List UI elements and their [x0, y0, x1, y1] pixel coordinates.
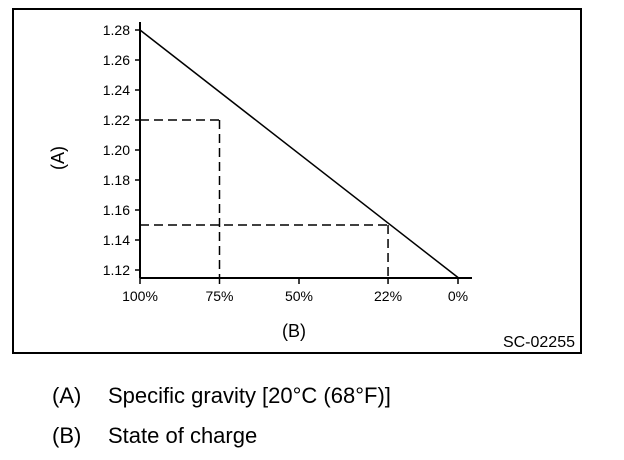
y-tick-label: 1.26	[103, 52, 130, 68]
legend-item-b: (B) State of charge	[52, 423, 257, 449]
series-line	[139, 29, 459, 279]
x-tick-label: 50%	[285, 288, 313, 304]
chart-frame: 1.28 1.26 1.24 1.22 1.20 1.18 1.16 1.14 1.12 100%…	[12, 8, 582, 354]
x-tick-label: 100%	[122, 288, 158, 304]
legend-item-a: (A) Specific gravity [20°C (68°F)]	[52, 383, 391, 409]
y-tick-label: 1.24	[103, 82, 130, 98]
chart-plot: 1.28 1.26 1.24 1.22 1.20 1.18 1.16 1.14 1.12 100%…	[48, 22, 575, 351]
x-tick-label: 75%	[205, 288, 233, 304]
y-tick-label: 1.14	[103, 232, 130, 248]
legend-key: (B)	[52, 423, 82, 448]
y-tick-label: 1.20	[103, 142, 130, 158]
y-tick-label: 1.12	[103, 262, 130, 278]
y-axis-title: (A)	[48, 146, 68, 170]
y-tick-label: 1.28	[103, 22, 130, 38]
y-tick-label: 1.18	[103, 172, 130, 188]
legend-key: (A)	[52, 383, 82, 408]
x-tick-label: 0%	[448, 288, 468, 304]
x-axis-title: (B)	[282, 321, 306, 341]
x-tick-label: 22%	[374, 288, 402, 304]
figure-code: SC-02255	[503, 334, 575, 351]
legend-text: Specific gravity [20°C (68°F)]	[108, 383, 391, 408]
y-tick-label: 1.16	[103, 202, 130, 218]
y-tick-label: 1.22	[103, 112, 130, 128]
legend-text: State of charge	[108, 423, 258, 448]
